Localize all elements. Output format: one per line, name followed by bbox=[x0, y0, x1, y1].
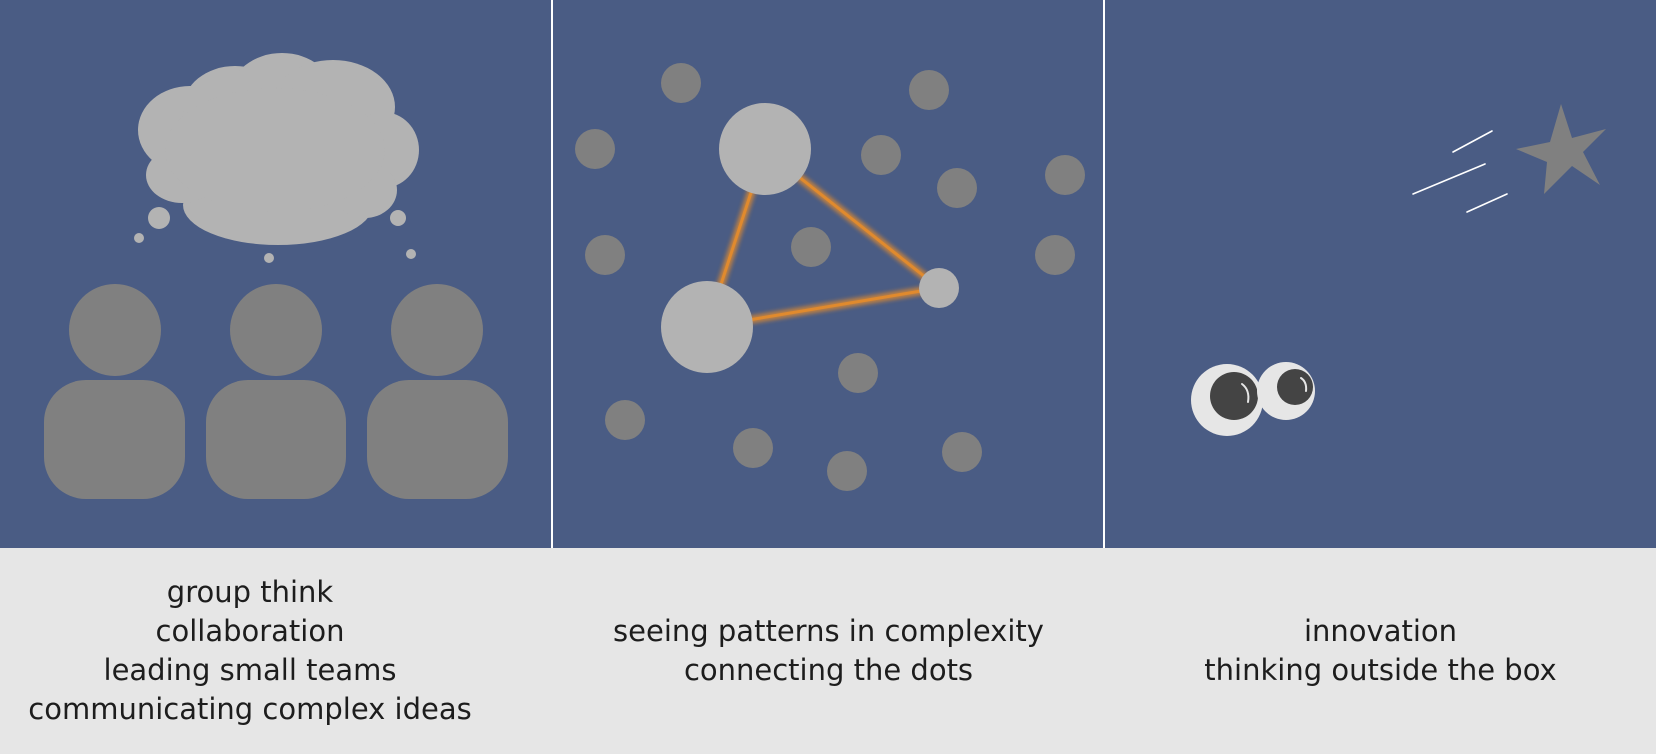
thought-cloud-icon bbox=[134, 53, 419, 263]
connected-dots-icon bbox=[575, 63, 1085, 491]
caption-line: leading small teams bbox=[103, 653, 397, 687]
caption-strip: group think collaboration leading small … bbox=[0, 548, 1656, 754]
caption-innovation: innovation thinking outside the box bbox=[1105, 548, 1656, 754]
shooting-star-icon bbox=[1412, 104, 1606, 213]
caption-line: thinking outside the box bbox=[1204, 653, 1557, 687]
panel-divider bbox=[551, 0, 553, 548]
caption-line: group think bbox=[166, 575, 334, 609]
panel-innovation bbox=[1105, 0, 1656, 548]
caption-connecting-dots: seeing patterns in complexity connecting… bbox=[553, 548, 1104, 754]
connected-nodes bbox=[661, 103, 959, 373]
panel-group-think bbox=[0, 0, 552, 548]
group-think-illustration bbox=[44, 53, 508, 499]
illustration-strip bbox=[0, 0, 1656, 548]
person-icon bbox=[367, 284, 508, 499]
panel-divider bbox=[1103, 0, 1105, 548]
innovation-illustration bbox=[1191, 104, 1606, 436]
person-icon bbox=[206, 284, 346, 499]
caption-line: innovation bbox=[1303, 614, 1458, 648]
googly-eyes-icon bbox=[1191, 362, 1315, 436]
caption-line: collaboration bbox=[155, 614, 345, 648]
caption-line: seeing patterns in complexity bbox=[613, 614, 1044, 648]
scattered-dots bbox=[575, 63, 1085, 491]
caption-line: connecting the dots bbox=[683, 653, 974, 687]
person-icon bbox=[44, 284, 185, 499]
caption-group-think: group think collaboration leading small … bbox=[0, 548, 500, 754]
panel-connecting-dots bbox=[553, 0, 1104, 548]
caption-line: communicating complex ideas bbox=[28, 692, 472, 726]
